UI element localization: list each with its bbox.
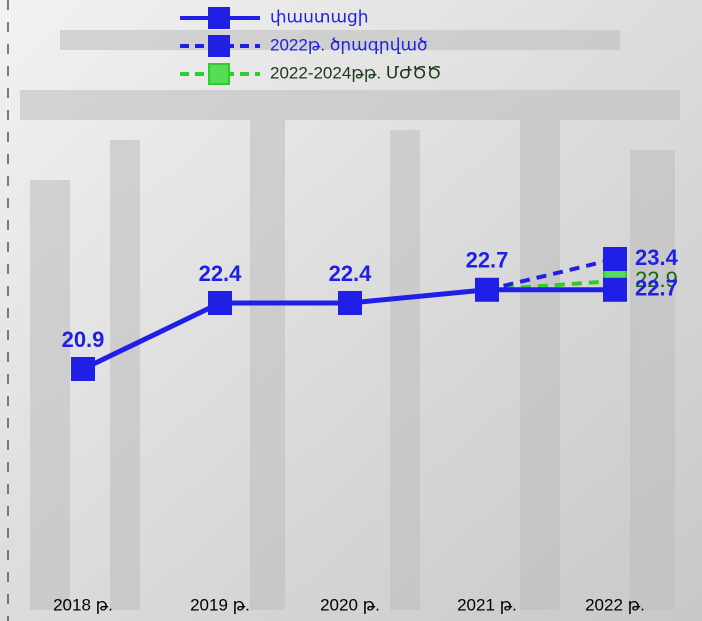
- value-label: 22.4: [329, 261, 373, 286]
- legend-marker: [208, 35, 230, 57]
- value-label: 22.9: [635, 267, 678, 292]
- legend-label: 2022թ. ծրագրված: [270, 35, 428, 54]
- legend-label: փաստացի: [270, 7, 369, 26]
- legend-marker: [208, 63, 230, 85]
- marker: [475, 277, 499, 302]
- x-tick-label: 2021 թ.: [457, 595, 517, 614]
- legend-label: 2022-2024թթ. ՄԺԾԾ: [270, 63, 441, 82]
- value-label: 22.7: [635, 276, 678, 301]
- value-label: 22.7: [466, 248, 509, 273]
- marker: [603, 247, 627, 271]
- x-tick-label: 2020 թ.: [320, 595, 380, 614]
- series-line: [486, 257, 616, 292]
- value-label: 20.9: [62, 327, 105, 352]
- marker: [71, 357, 95, 381]
- value-label: 22.4: [199, 261, 243, 286]
- background-texture: [20, 30, 680, 610]
- marker: [338, 291, 362, 315]
- legend-marker: [208, 7, 230, 29]
- x-tick-label: 2022 թ.: [585, 595, 645, 614]
- marker: [208, 291, 232, 315]
- x-tick-label: 2019 թ.: [190, 595, 250, 614]
- x-tick-label: 2018 թ.: [53, 595, 113, 614]
- marker: [603, 277, 627, 302]
- value-label: 23.4: [635, 245, 679, 270]
